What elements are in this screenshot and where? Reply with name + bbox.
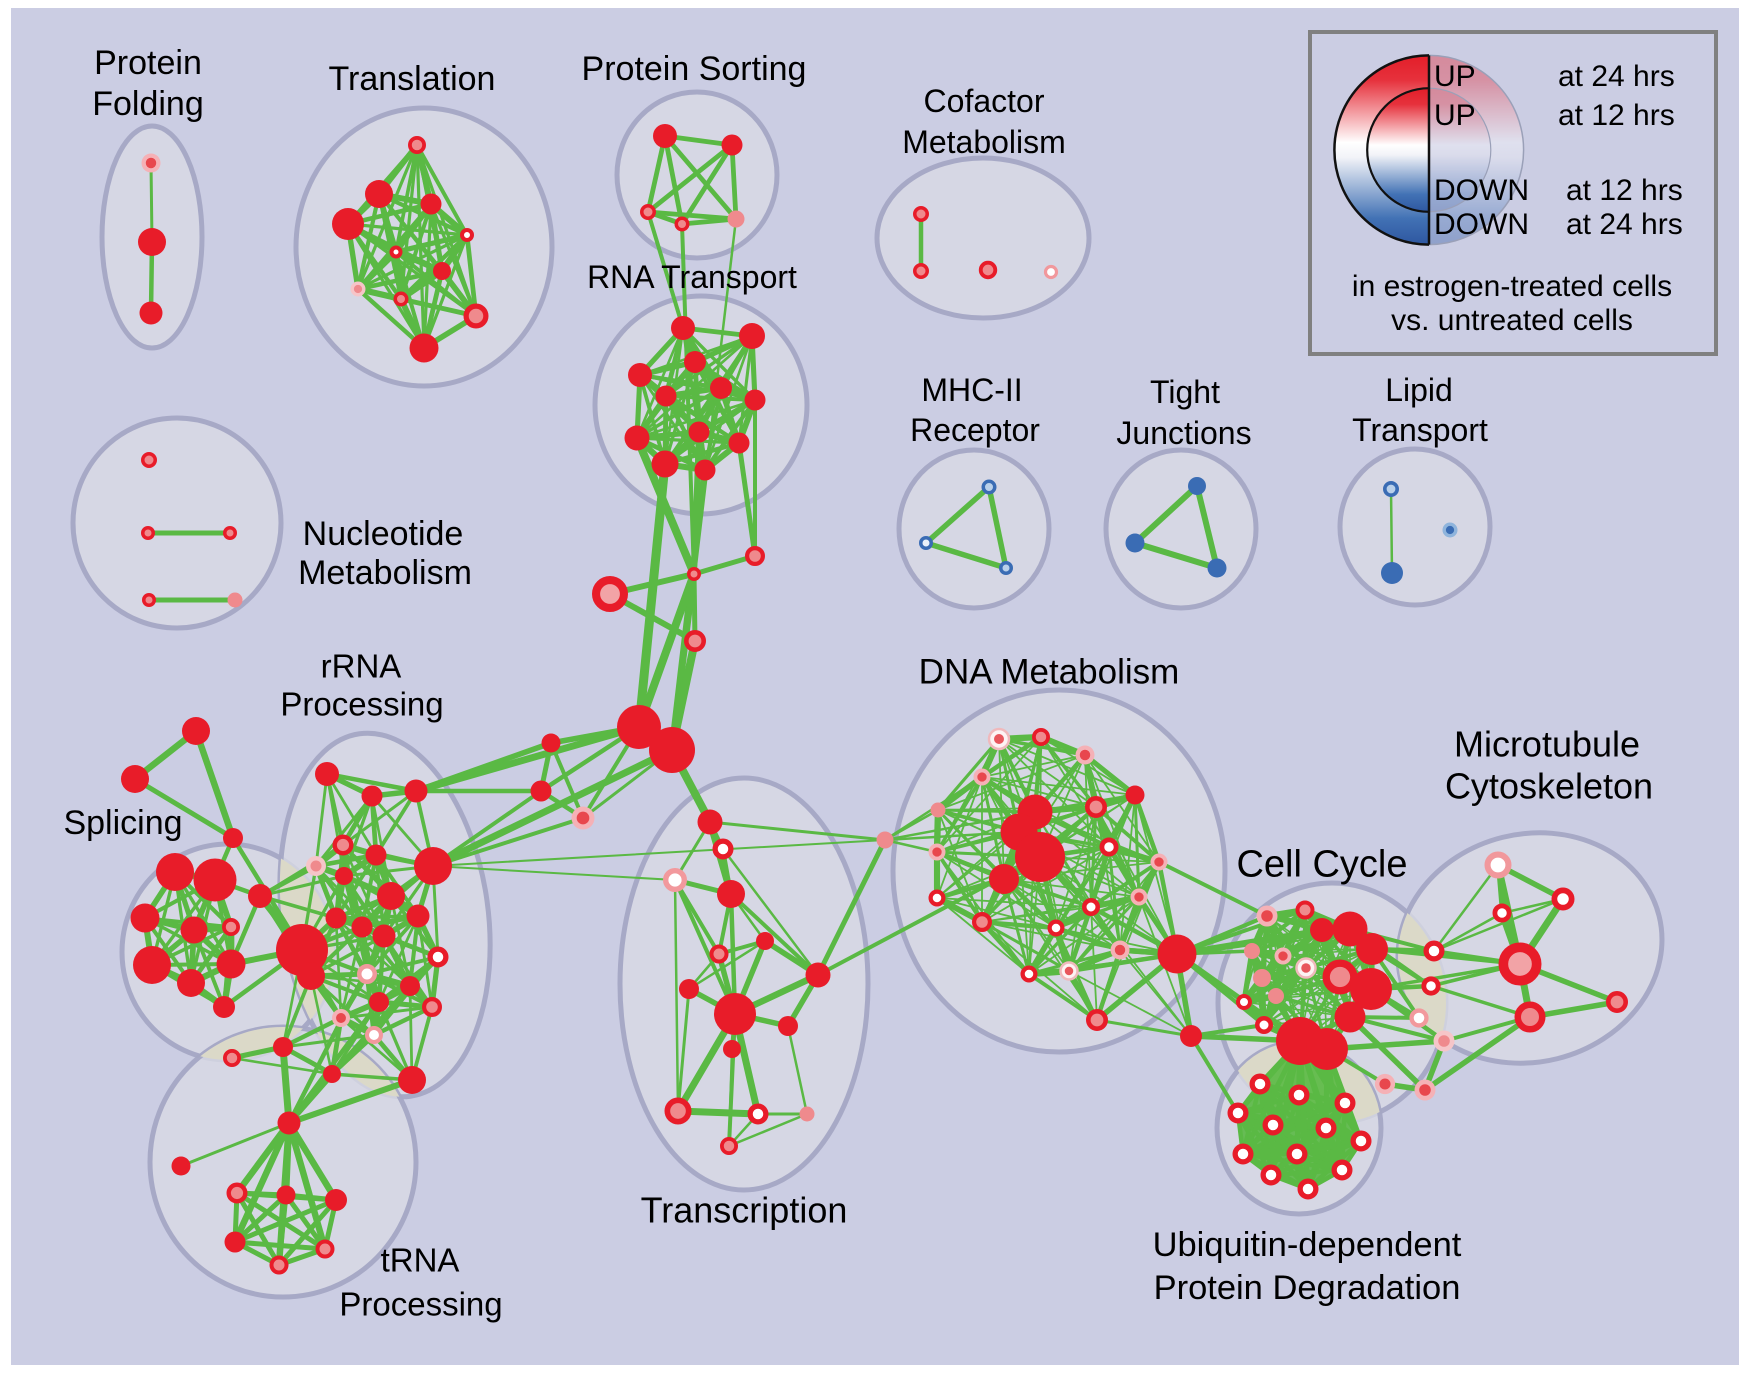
svg-text:in estrogen-treated cells: in estrogen-treated cells — [1352, 270, 1672, 303]
svg-text:Tight: Tight — [1150, 374, 1220, 410]
svg-text:UP: UP — [1434, 60, 1476, 93]
svg-text:DOWN: DOWN — [1434, 174, 1529, 207]
svg-text:DNA Metabolism: DNA Metabolism — [919, 652, 1180, 691]
svg-text:at 12 hrs: at 12 hrs — [1566, 174, 1683, 207]
svg-text:Metabolism: Metabolism — [902, 124, 1066, 160]
svg-text:Folding: Folding — [92, 85, 204, 123]
svg-text:MHC-II: MHC-II — [921, 372, 1022, 408]
svg-text:Nucleotide: Nucleotide — [303, 515, 464, 553]
svg-text:at 24 hrs: at 24 hrs — [1566, 208, 1683, 241]
svg-text:RNA Transport: RNA Transport — [587, 259, 797, 295]
svg-text:Metabolism: Metabolism — [298, 554, 472, 592]
svg-text:Receptor: Receptor — [910, 412, 1040, 448]
svg-text:DOWN: DOWN — [1434, 208, 1529, 241]
svg-text:Protein Degradation: Protein Degradation — [1154, 1269, 1461, 1307]
svg-text:at 24 hrs: at 24 hrs — [1558, 60, 1675, 93]
svg-text:Cytoskeleton: Cytoskeleton — [1445, 766, 1653, 807]
svg-text:Microtubule: Microtubule — [1454, 724, 1640, 765]
svg-text:Lipid: Lipid — [1385, 372, 1453, 408]
svg-text:vs. untreated cells: vs. untreated cells — [1391, 304, 1633, 337]
svg-text:rRNA: rRNA — [321, 648, 402, 685]
svg-text:Splicing: Splicing — [63, 804, 182, 842]
svg-text:Protein Sorting: Protein Sorting — [582, 50, 807, 88]
svg-text:Processing: Processing — [339, 1286, 502, 1323]
svg-text:Transcription: Transcription — [641, 1190, 848, 1231]
svg-text:Junctions: Junctions — [1116, 415, 1251, 451]
svg-text:Ubiquitin-dependent: Ubiquitin-dependent — [1153, 1226, 1462, 1264]
svg-text:Cell Cycle: Cell Cycle — [1236, 843, 1407, 885]
svg-text:at 12 hrs: at 12 hrs — [1558, 99, 1675, 132]
svg-text:Protein: Protein — [94, 44, 202, 82]
svg-text:Cofactor: Cofactor — [924, 83, 1045, 119]
svg-text:Transport: Transport — [1352, 412, 1488, 448]
svg-text:Processing: Processing — [280, 686, 443, 723]
svg-text:tRNA: tRNA — [381, 1242, 460, 1279]
svg-text:UP: UP — [1434, 99, 1476, 132]
svg-text:Translation: Translation — [329, 60, 496, 98]
